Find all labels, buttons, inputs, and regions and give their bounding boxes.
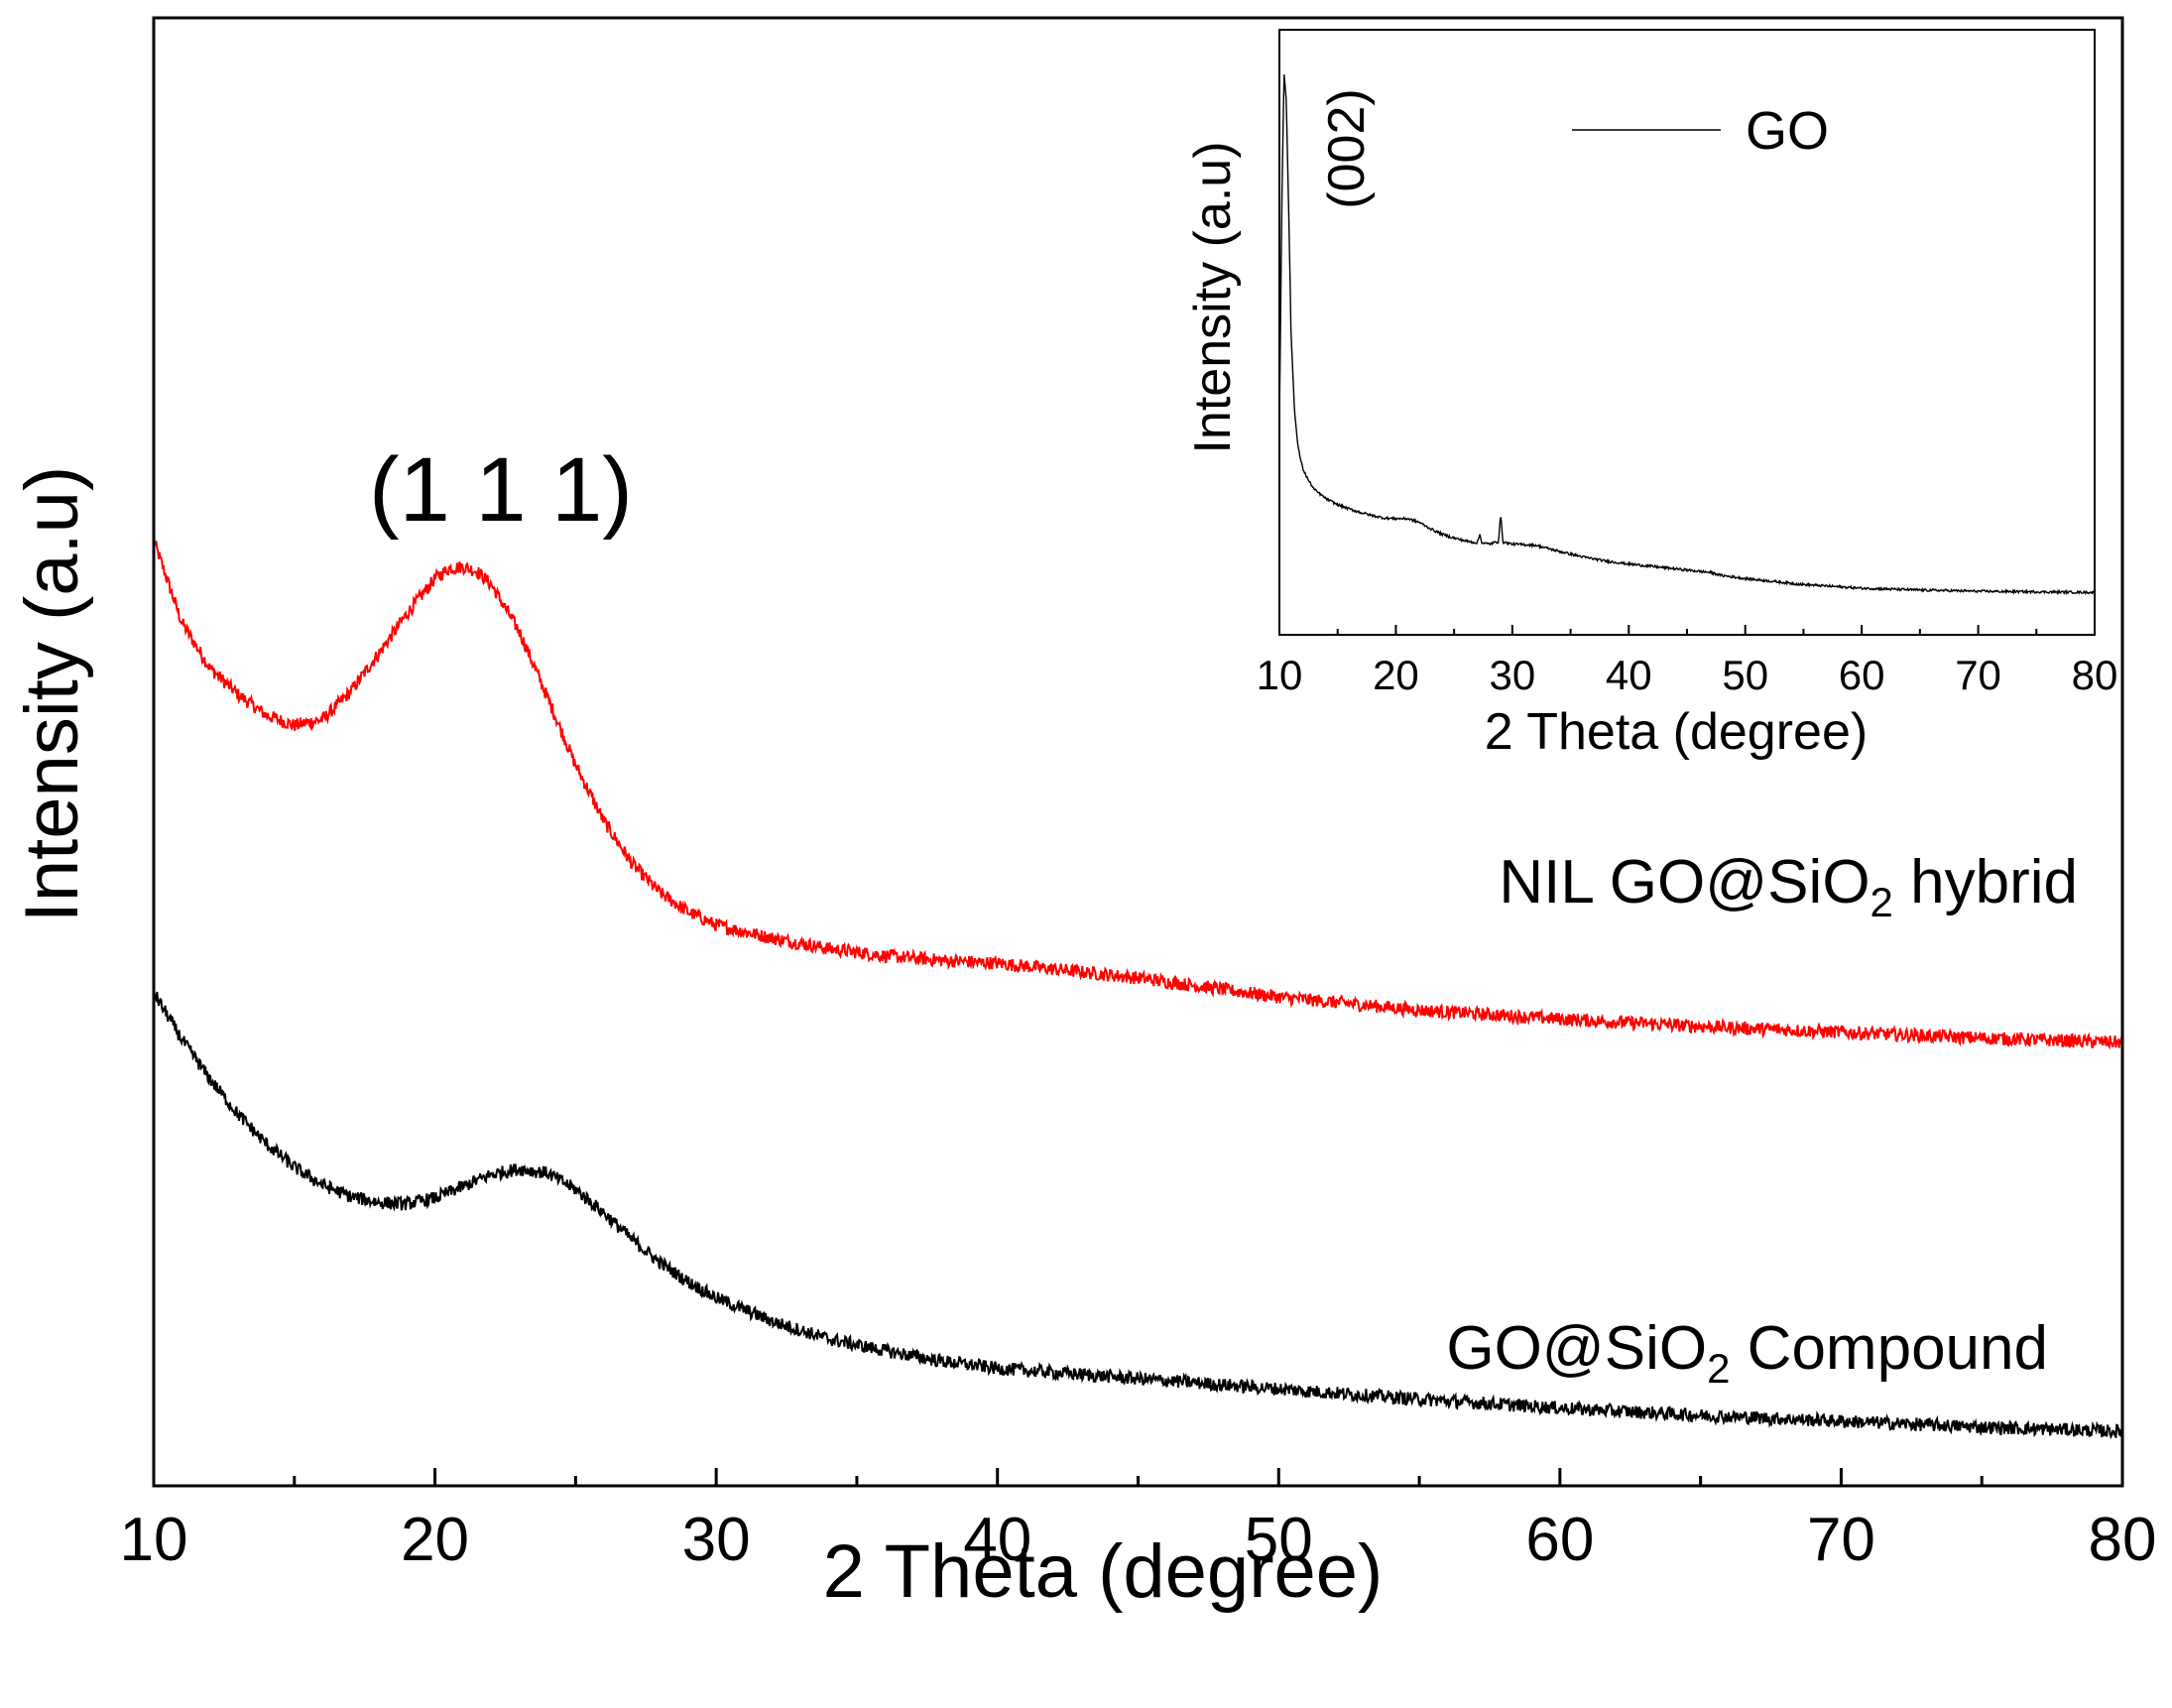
- x-tick-label: 50: [1722, 652, 1768, 698]
- inset-legend: GO: [1572, 101, 1829, 161]
- inset-legend-label: GO: [1746, 101, 1829, 161]
- x-tick-label: 10: [1257, 652, 1303, 698]
- main-curves: [153, 538, 2123, 1440]
- main-y-axis-label: Intensity (a.u): [10, 466, 94, 922]
- series-label-compound: GO@SiO2 Compound: [1446, 1314, 2048, 1392]
- peak-annotation-002: (002): [1318, 88, 1376, 208]
- series-line-0: [1278, 74, 2096, 596]
- series-label-hybrid: NIL GO@SiO2 hybrid: [1499, 848, 2078, 925]
- main-x-tick-labels: 10 20 30 40 50 60 70 80: [120, 1506, 2157, 1574]
- main-x-ticks: [152, 1468, 2124, 1486]
- inset-x-axis-label: 2 Theta (degree): [1485, 703, 1868, 761]
- inset-y-axis-label: Intensity (a.u): [1184, 141, 1242, 453]
- x-tick-label: 60: [1839, 652, 1885, 698]
- x-tick-label: 10: [120, 1506, 188, 1574]
- inset-x-ticks: [1278, 625, 2096, 635]
- x-tick-label: 80: [2089, 1506, 2157, 1574]
- x-tick-label: 20: [401, 1506, 469, 1574]
- inset-x-tick-labels: 10 20 30 40 50 60 70 80: [1257, 652, 2118, 698]
- x-tick-label: 30: [1489, 652, 1535, 698]
- x-tick-label: 70: [1955, 652, 2001, 698]
- inset-curves: [1278, 74, 2096, 596]
- x-tick-label: 20: [1373, 652, 1419, 698]
- x-tick-label: 40: [1606, 652, 1652, 698]
- x-tick-label: 30: [682, 1506, 751, 1574]
- x-tick-label: 80: [2072, 652, 2118, 698]
- x-tick-label: 60: [1525, 1506, 1594, 1574]
- series-line-0: [153, 538, 2123, 1050]
- series-line-1: [153, 991, 2123, 1440]
- main-plot: 10 20 30 40 50 60 70 80 2 Theta (degree) Intens…: [10, 16, 2157, 1614]
- main-x-axis-label: 2 Theta (degree): [823, 1529, 1384, 1614]
- inset-background: [1279, 30, 2095, 635]
- peak-annotation-111: (1 1 1): [369, 439, 633, 541]
- x-tick-label: 50: [1245, 1506, 1313, 1574]
- inset-plot: 10 20 30 40 50 60 70 80 2 Theta (degree) Intens…: [1184, 29, 2118, 761]
- x-tick-label: 70: [1807, 1506, 1875, 1574]
- x-tick-label: 40: [963, 1506, 1031, 1574]
